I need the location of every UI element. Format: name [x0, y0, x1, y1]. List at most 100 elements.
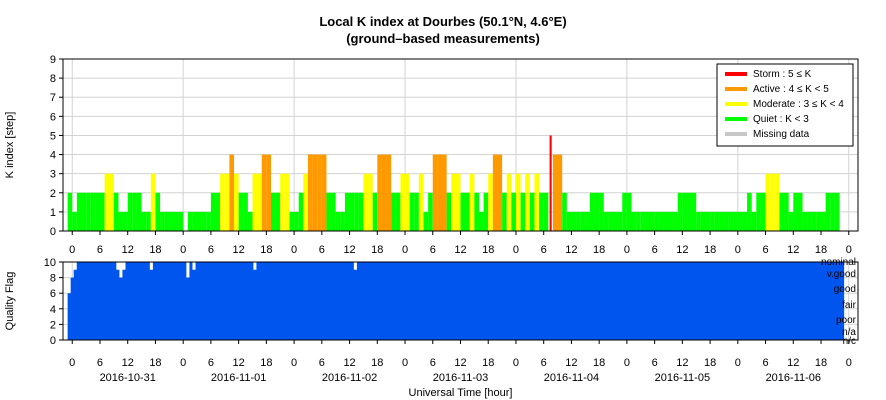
k-ytick-label: 5 [50, 130, 56, 142]
k-bar [284, 173, 290, 231]
q-xtick-label: 6 [208, 357, 214, 369]
k-bar [442, 154, 447, 231]
quality-level-label: good [834, 284, 856, 295]
k-bar [793, 192, 798, 231]
k-bar [160, 211, 165, 231]
k-bar [566, 211, 572, 231]
q-ytick-label: 10 [44, 257, 56, 269]
q-xtick-label: 6 [97, 357, 103, 369]
quality-level-label: n/c [843, 336, 856, 347]
legend-label: Missing data [753, 129, 810, 140]
k-xtick-label: 18 [482, 244, 494, 256]
k-bar [469, 173, 475, 231]
k-xtick-label: 18 [260, 244, 272, 256]
q-xtick-label: 0 [69, 357, 75, 369]
k-bar [696, 211, 701, 231]
k-bar [502, 192, 507, 231]
k-bar [104, 173, 110, 231]
k-bar [770, 173, 775, 231]
k-xtick-label: 6 [762, 244, 768, 256]
date-label: 2016-11-01 [211, 372, 266, 384]
q-xtick-label: 12 [343, 357, 355, 369]
k-bar [483, 192, 489, 231]
k-bar [650, 211, 655, 231]
k-xtick-label: 18 [593, 244, 605, 256]
k-xtick-label: 12 [676, 244, 688, 256]
k-bar [275, 192, 281, 231]
k-ytick-label: 2 [50, 188, 56, 200]
k-bar [381, 154, 387, 231]
k-bar [414, 192, 419, 231]
k-bar [386, 154, 392, 231]
k-bar [478, 211, 484, 231]
k-xtick-label: 12 [233, 244, 245, 256]
legend-label: Active : 4 ≤ K < 5 [753, 84, 829, 95]
k-xtick-label: 6 [541, 244, 547, 256]
k-bar [460, 192, 466, 231]
k-bar [261, 154, 267, 231]
k-bar [155, 192, 161, 231]
legend-label: Quiet : K < 3 [753, 114, 809, 125]
q-xtick-label: 6 [319, 357, 325, 369]
q-xtick-label: 0 [180, 357, 186, 369]
k-bar [663, 211, 669, 231]
k-bar [72, 211, 77, 231]
k-bar [525, 173, 530, 231]
k-bar [423, 211, 429, 231]
k-bar [132, 192, 137, 231]
k-bar [811, 211, 817, 231]
k-bar [686, 192, 692, 231]
k-bar [76, 192, 82, 231]
k-xtick-label: 0 [69, 244, 75, 256]
k-bar [372, 192, 378, 231]
k-bar [123, 211, 128, 231]
k-bar [331, 192, 336, 231]
k-bar [599, 192, 604, 231]
k-bar [437, 154, 443, 231]
k-bar [816, 211, 822, 231]
k-bar [201, 211, 207, 231]
k-bar [368, 173, 373, 231]
k-bar [682, 192, 687, 231]
k-ytick-label: 7 [50, 92, 56, 104]
q-ytick-label: 8 [50, 273, 56, 285]
k-bar [497, 154, 503, 231]
k-bar [224, 173, 230, 231]
q-ylabel: Quality Flag [4, 272, 16, 331]
k-bar [576, 211, 581, 231]
k-bar [141, 211, 147, 231]
k-bar [187, 211, 193, 231]
k-bar [737, 211, 743, 231]
k-bar [206, 211, 211, 231]
k-xtick-label: 0 [291, 244, 297, 256]
k-bar [529, 192, 535, 231]
k-bar [631, 211, 637, 231]
k-bar [340, 211, 345, 231]
k-xtick-label: 0 [180, 244, 186, 256]
k-bar [613, 211, 618, 231]
k-bar [118, 211, 124, 231]
k-bar [673, 211, 678, 231]
k-bar [571, 211, 577, 231]
k-bar [109, 173, 114, 231]
k-bar [714, 211, 720, 231]
k-xtick-label: 6 [652, 244, 658, 256]
k-ytick-label: 6 [50, 111, 56, 123]
q-xtick-label: 12 [565, 357, 577, 369]
quality-level-label: n/a [842, 327, 856, 338]
k-bar [807, 211, 812, 231]
k-bar [636, 211, 641, 231]
k-bar [67, 192, 73, 231]
k-bar [802, 211, 808, 231]
q-ytick-label: 0 [50, 335, 56, 347]
q-xtick-label: 0 [402, 357, 408, 369]
k-bar [779, 192, 785, 231]
k-bar [700, 211, 706, 231]
k-bar [298, 192, 304, 231]
q-xtick-label: 6 [762, 357, 768, 369]
date-label: 2016-10-31 [100, 372, 156, 384]
date-label: 2016-11-06 [766, 372, 821, 384]
k-bar [270, 192, 276, 231]
k-bar [247, 211, 253, 231]
